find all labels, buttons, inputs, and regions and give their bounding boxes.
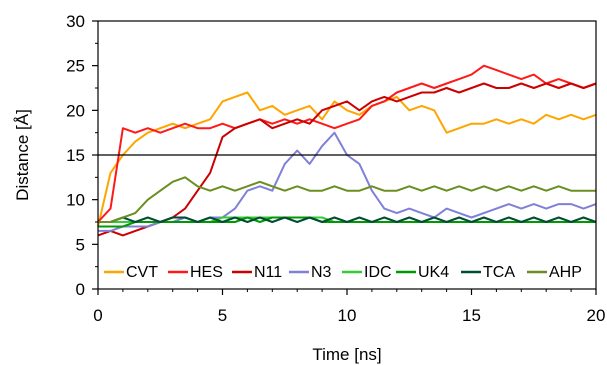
y-tick-label: 25 <box>66 57 85 76</box>
series-line-ahp <box>98 176 596 223</box>
legend-label-idc: IDC <box>364 264 392 281</box>
legend-label-tca: TCA <box>483 264 515 281</box>
series-line-n11 <box>97 82 597 237</box>
legend-label-cvt: CVT <box>126 264 158 281</box>
legend: CVT HES N11 N3 IDC UK4 TCA AHP <box>104 264 582 281</box>
legend-label-uk4: UK4 <box>418 264 449 281</box>
y-axis-label: Distance [Å] <box>13 109 32 201</box>
legend-label-n3: N3 <box>311 264 332 281</box>
x-axis-ticks: 0 5 10 15 20 <box>93 289 605 325</box>
y-tick-label: 5 <box>76 235 85 254</box>
legend-label-ahp: AHP <box>549 264 582 281</box>
x-axis-label: Time [ns] <box>312 345 381 364</box>
series-layer <box>97 64 597 237</box>
y-tick-label: 0 <box>76 280 85 299</box>
y-tick-label: 30 <box>66 12 85 31</box>
x-tick-label: 5 <box>218 306 227 325</box>
y-tick-label: 15 <box>66 146 85 165</box>
x-tick-label: 15 <box>462 306 481 325</box>
x-tick-label: 0 <box>93 306 102 325</box>
y-tick-label: 10 <box>66 191 85 210</box>
x-tick-label: 10 <box>338 306 357 325</box>
x-tick-label: 20 <box>587 306 606 325</box>
series-line-tca <box>98 216 597 223</box>
legend-label-n11: N11 <box>254 264 282 281</box>
legend-label-hes: HES <box>190 264 223 281</box>
series-line-cvt <box>97 91 597 227</box>
y-axis-ticks: 0 5 10 15 20 25 30 <box>66 12 98 299</box>
y-tick-label: 20 <box>66 101 85 120</box>
series-line-hes <box>97 64 597 223</box>
